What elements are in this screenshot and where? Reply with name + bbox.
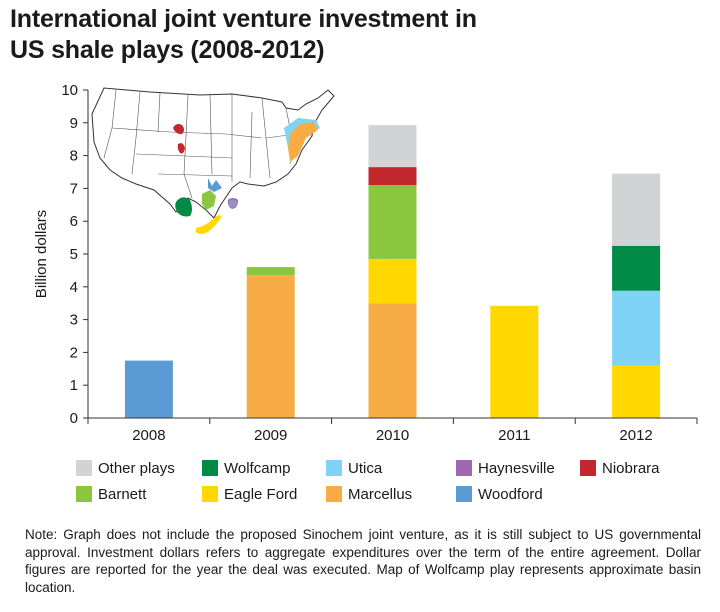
legend-label-eagle-ford: Eagle Ford (224, 485, 298, 503)
bar-2010-marcellus (368, 303, 417, 418)
legend: Other plays Wolfcamp Utica Haynesville Niobr… (76, 459, 716, 515)
legend-label-other-plays: Other plays (98, 459, 175, 477)
y-axis-title: Billion dollars (33, 210, 50, 298)
y-tick-label: 0 (70, 410, 78, 427)
chart-area: 0 1 2 3 4 5 6 7 8 9 10 2008 2009 2010 2011 2012 Billion … (33, 82, 698, 444)
y-tick-label: 9 (70, 115, 78, 132)
bar-2011-eagle-ford (490, 305, 539, 418)
haynesville-play-overlay (228, 199, 237, 208)
bar-2009-marcellus (246, 275, 295, 418)
bar-2010-niobrara (368, 167, 417, 186)
niobrara-play-north (173, 124, 184, 135)
bar-2010-barnett (368, 185, 417, 259)
bar-2008-woodford (124, 360, 173, 418)
legend-swatch-marcellus (326, 486, 342, 502)
legend-item-barnett: Barnett (76, 485, 146, 503)
legend-label-niobrara: Niobrara (602, 459, 660, 477)
y-tick-label: 3 (70, 312, 78, 329)
legend-label-utica: Utica (348, 459, 383, 477)
legend-item-haynesville: Haynesville (456, 459, 555, 477)
legend-swatch-woodford (456, 486, 472, 502)
x-tick-label-2012: 2012 (619, 427, 652, 444)
legend-item-utica: Utica (326, 459, 382, 477)
legend-swatch-eagle-ford (202, 486, 218, 502)
legend-label-marcellus: Marcellus (348, 485, 413, 503)
us-map-icon (91, 87, 335, 234)
legend-item-niobrara: Niobrara (580, 459, 660, 477)
legend-swatch-haynesville (456, 460, 472, 476)
legend-swatch-barnett (76, 486, 92, 502)
legend-label-wolfcamp: Wolfcamp (224, 459, 291, 477)
legend-label-barnett: Barnett (98, 485, 147, 503)
legend-item-other-plays: Other plays (76, 459, 175, 477)
legend-item-wolfcamp: Wolfcamp (202, 459, 290, 477)
chart-title: International joint venture investment i… (10, 4, 477, 66)
x-tick-label-2008: 2008 (132, 427, 165, 444)
y-tick-label: 10 (61, 82, 78, 99)
legend-item-eagle-ford: Eagle Ford (202, 485, 297, 503)
bar-2012-wolfcamp (612, 245, 661, 291)
y-tick-label: 8 (70, 148, 78, 165)
state-lines (103, 89, 313, 199)
y-tick-label: 1 (70, 377, 78, 394)
y-tick-label: 5 (70, 246, 78, 263)
wolfcamp-play (175, 197, 192, 217)
legend-label-haynesville: Haynesville (478, 459, 555, 477)
footnote: Note: Graph does not include the propose… (25, 527, 701, 595)
chart-title-line-2: US shale plays (2008-2012) (10, 36, 325, 64)
niobrara-play-south (177, 143, 185, 154)
y-tick-label: 4 (70, 279, 78, 296)
x-tick-label-2009: 2009 (254, 427, 287, 444)
legend-label-woodford: Woodford (478, 485, 543, 503)
legend-item-marcellus: Marcellus (326, 485, 412, 503)
bar-2012-other-plays (612, 173, 661, 246)
marcellus-play (288, 122, 318, 162)
legend-swatch-other-plays (76, 460, 92, 476)
bar-2010-eagle-ford (368, 258, 417, 304)
legend-swatch-utica (326, 460, 342, 476)
legend-swatch-niobrara (580, 460, 596, 476)
eagle-ford-play (196, 215, 222, 234)
bar-2012-utica (612, 290, 661, 366)
woodford-play (208, 178, 222, 192)
x-tick-label-2010: 2010 (376, 427, 409, 444)
bar-2010-other-plays (368, 125, 417, 168)
y-tick-label: 2 (70, 344, 78, 361)
y-tick-label: 6 (70, 213, 78, 230)
legend-swatch-wolfcamp (202, 460, 218, 476)
chart-title-line-1: International joint venture investment i… (10, 5, 477, 33)
y-tick-label: 7 (70, 180, 78, 197)
us-map-outline (91, 87, 335, 219)
bar-2009-barnett (246, 267, 295, 276)
barnett-play (202, 190, 216, 210)
legend-item-woodford: Woodford (456, 485, 543, 503)
bar-2012-eagle-ford (612, 365, 661, 418)
x-tick-label-2011: 2011 (498, 427, 530, 444)
